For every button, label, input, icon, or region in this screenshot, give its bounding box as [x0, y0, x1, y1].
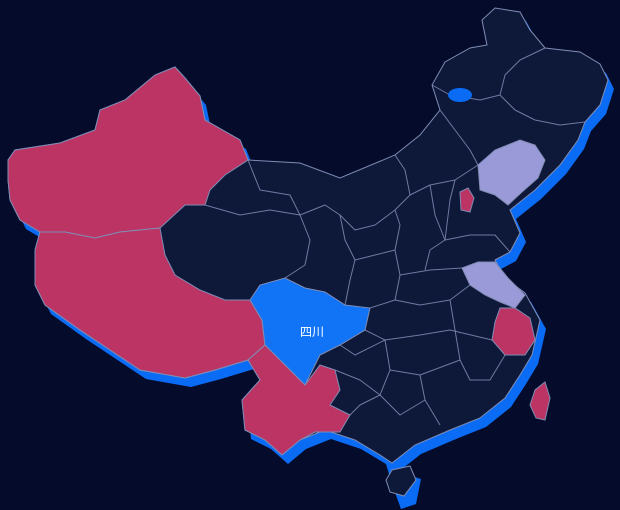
liaoning-region[interactable]	[477, 139, 546, 206]
hainan-region[interactable]	[385, 465, 417, 497]
border-line	[499, 47, 546, 96]
border-line	[449, 299, 506, 381]
beijing-region[interactable]	[459, 187, 475, 213]
border-line	[334, 369, 381, 396]
zhejiang-region[interactable]	[491, 307, 536, 356]
border-line	[444, 234, 511, 253]
border-line	[339, 339, 386, 356]
border-line	[439, 109, 479, 166]
province-layer	[7, 66, 551, 456]
province-borders	[204, 47, 586, 426]
border-line	[204, 204, 301, 216]
border-line	[394, 154, 411, 196]
border-line	[379, 394, 426, 416]
border-line	[364, 329, 493, 341]
lake-shape	[448, 88, 472, 102]
border-line	[399, 267, 463, 276]
border-line	[444, 179, 456, 241]
sichuan-label: 四川	[300, 325, 324, 339]
border-line	[394, 284, 471, 306]
jiangsu-region[interactable]	[461, 261, 526, 309]
border-line	[284, 214, 311, 279]
taiwan-region[interactable]	[529, 381, 551, 421]
border-line	[369, 249, 401, 309]
